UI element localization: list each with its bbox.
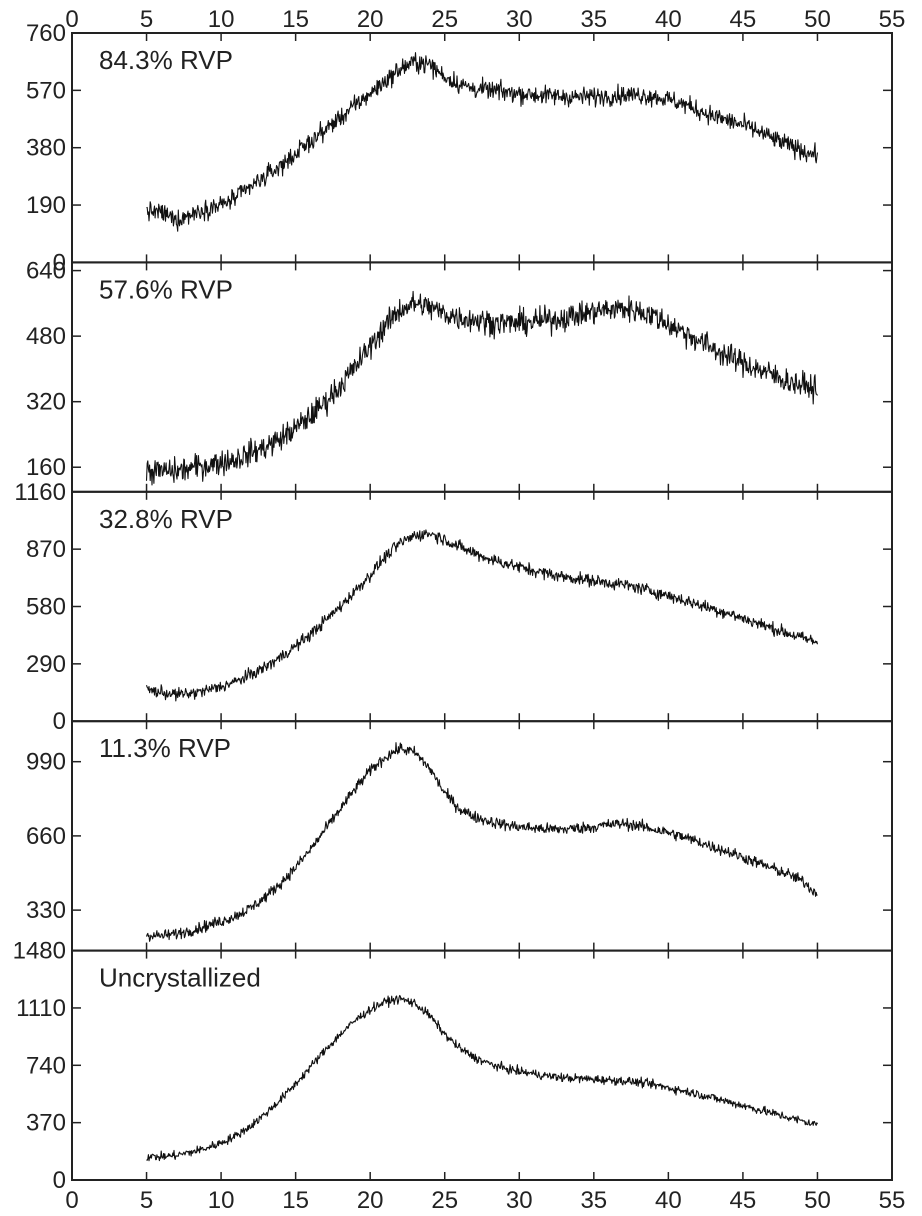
chart-panel-2: 160 320 480 640 57.6% RVP [26,258,893,493]
x-tick-label-top: 30 [506,6,533,33]
y-tick-label: 580 [26,594,66,621]
x-tick-label-bottom: 35 [580,1187,607,1214]
x-tick-label-bottom: 50 [804,1187,831,1214]
y-tick-label: 0 [53,1167,66,1194]
panel-label: Uncrystallized [99,963,261,993]
series-line [145,742,818,942]
series-line [145,529,819,702]
series-line [145,290,818,486]
x-tick-label-top: 40 [655,6,682,33]
chart-panel-1: 0 190 380 570 760 84.3% RVP [26,20,893,276]
x-tick-label-bottom: 55 [879,1187,906,1214]
panel-label: 32.8% RVP [99,504,233,534]
x-tick-label-top: 0 [65,6,78,33]
x-tick-label-top: 10 [208,6,235,33]
x-tick-label-top: 15 [282,6,309,33]
x-tick-label-top: 45 [730,6,757,33]
y-tick-label: 190 [26,192,66,219]
x-tick-label-top: 35 [580,6,607,33]
y-tick-label: 990 [26,749,66,776]
y-tick-label: 380 [26,135,66,162]
y-tick-label: 480 [26,323,66,350]
x-tick-label-bottom: 45 [730,1187,757,1214]
y-tick-label: 0 [53,249,66,276]
x-tick-label-bottom: 10 [208,1187,235,1214]
x-tick-label-top: 55 [879,6,906,33]
x-tick-label-bottom: 20 [357,1187,384,1214]
chart-panel-5: 0 370 740 1110 1480 Uncrystallized [13,938,893,1194]
chart-panel-3: 0 290 580 870 1160 32.8% RVP [14,479,893,735]
y-tick-label: 870 [26,536,66,563]
y-tick-label: 0 [53,708,66,735]
y-tick-label: 570 [26,77,66,104]
y-tick-label: 370 [26,1110,66,1137]
panel-label: 11.3% RVP [99,733,231,763]
x-tick-label-bottom: 15 [282,1187,309,1214]
x-tick-label-bottom: 40 [655,1187,682,1214]
x-tick-label-bottom: 30 [506,1187,533,1214]
x-tick-label-top: 50 [804,6,831,33]
y-tick-label: 330 [26,897,66,924]
y-tick-label: 1110 [16,995,66,1022]
y-tick-label: 640 [26,258,66,285]
x-tick-label-top: 5 [140,6,153,33]
series-line [146,52,819,232]
x-tick-label-bottom: 5 [140,1187,153,1214]
x-tick-label-top: 25 [431,6,458,33]
y-tick-label: 1160 [14,479,66,506]
x-tick-label-top: 20 [357,6,384,33]
y-tick-label: 320 [26,389,66,416]
x-tick-label-bottom: 0 [65,1187,78,1214]
panel-label: 84.3% RVP [99,45,233,75]
y-tick-label: 760 [26,20,66,47]
x-tick-label-bottom: 25 [431,1187,458,1214]
y-tick-label: 660 [26,823,66,850]
chart-panel-4: 330 660 990 11.3% RVP [26,720,893,952]
series-line [146,994,818,1162]
y-tick-label: 290 [26,651,66,678]
y-tick-label: 160 [26,454,66,481]
y-tick-label: 1480 [13,938,66,965]
y-tick-label: 740 [26,1052,66,1079]
panel-label: 57.6% RVP [99,274,233,304]
